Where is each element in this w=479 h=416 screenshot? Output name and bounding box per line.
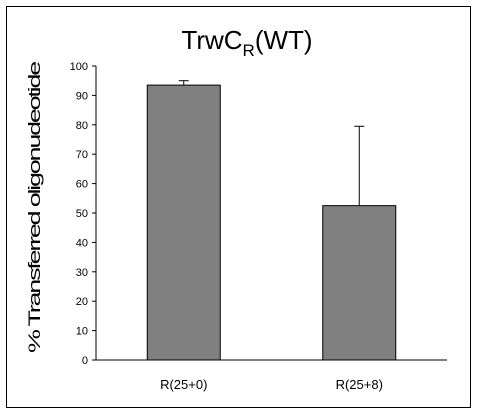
chart-title-suffix: (WT) [255,25,313,55]
y-tick-label: 80 [76,120,88,132]
y-tick-label: 50 [76,208,88,220]
y-tick-label: 0 [82,355,88,367]
y-tick-label: 70 [76,149,88,161]
y-tick-label: 60 [76,179,88,191]
y-tick-label: 30 [76,267,88,279]
x-tick-label: R(25+8) [336,377,383,392]
bar [322,205,397,361]
y-axis-label: % Transferred oligonudeotide [25,62,44,353]
chart-title-main: TrwC [181,25,242,55]
y-tick-label: 100 [70,61,88,73]
y-tick-label: 40 [76,237,88,249]
y-tick-label: 20 [76,296,88,308]
y-tick-label: 90 [76,90,88,102]
x-tick-label: R(25+0) [160,377,207,392]
y-tick-label: 10 [76,326,88,338]
chart-title-subscript: R [243,41,255,60]
plot-area: 0 10 20 30 40 50 60 70 80 90 100 R(25+0) R(25+8) [70,61,447,392]
chart-title: TrwCR(WT) [181,25,312,60]
bar [146,84,221,361]
